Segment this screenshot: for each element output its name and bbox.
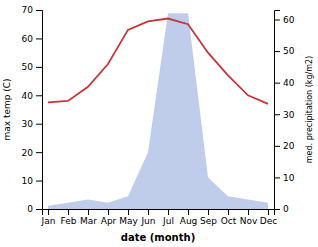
x-tick: Feb <box>61 209 77 226</box>
y2-tick-label: 50 <box>283 46 295 56</box>
x-tick: Apr <box>101 209 117 226</box>
y2-axis-title: med. precipitation (kg/m2) <box>305 56 314 163</box>
precip-area <box>48 13 268 209</box>
temp-line <box>48 19 268 104</box>
y2-tick-mark <box>274 177 280 178</box>
chart: 0 10 20 30 40 50 60 70 0 10 20 30 40 50 60 Jan FebMar Apr… <box>0 0 318 247</box>
y-tick-label: 0 <box>27 204 33 214</box>
y2-tick-label: 0 <box>283 204 289 214</box>
y2-tick: 20 <box>274 141 295 151</box>
y2-tick-mark <box>274 51 280 52</box>
x-tick-mark <box>48 209 49 215</box>
y-tick-mark <box>36 209 42 210</box>
x-tick-mark <box>248 209 249 215</box>
y-tick-mark <box>36 95 42 96</box>
y-tick: 50 <box>22 62 42 72</box>
y-line <box>36 11 43 210</box>
y2-tick: 10 <box>274 173 295 183</box>
y-tick-label: 60 <box>22 34 34 44</box>
plot: 0 10 20 30 40 50 60 70 0 10 20 30 40 50 60 Jan FebMar Apr… <box>22 5 295 226</box>
y2-tick-label: 10 <box>283 173 295 183</box>
y-tick-mark <box>36 10 42 11</box>
y-tick-mark <box>36 124 42 125</box>
y-tick: 10 <box>22 176 42 186</box>
y-tick-label: 30 <box>22 119 34 129</box>
y-tick-label: 20 <box>22 148 34 158</box>
y2-tick-label: 20 <box>283 141 295 151</box>
x-tick-mark <box>168 209 169 215</box>
x-tick: Mar <box>80 209 97 226</box>
x-axis-title: date (month) <box>121 232 195 243</box>
y-tick-mark <box>36 181 42 182</box>
x-tick: Aug <box>180 209 198 226</box>
x-tick-mark <box>128 209 129 215</box>
x-tick-mark <box>228 209 229 215</box>
x-tick: Jun <box>140 209 155 226</box>
y2-tick-mark <box>274 114 280 115</box>
y-axis: 0 10 20 30 40 50 60 70 <box>22 5 43 214</box>
y2-tick-mark <box>274 146 280 147</box>
y2-tick-label: 30 <box>283 110 295 120</box>
y-tick-mark <box>36 38 42 39</box>
y-axis-title: max temp (C) <box>2 78 12 140</box>
x-axis: Jan FebMar AprMayJun Jul AugSep OctNovDec <box>41 209 278 226</box>
x-tick-mark <box>188 209 189 215</box>
y-tick-mark <box>36 152 42 153</box>
x-tick-mark <box>88 209 89 215</box>
y2-tick: 30 <box>274 110 295 120</box>
y-tick-label: 40 <box>22 91 34 101</box>
x-tick-mark <box>148 209 149 215</box>
x-tick-label: Oct <box>221 216 237 226</box>
x-tick-mark <box>268 209 269 215</box>
y-tick: 60 <box>22 34 42 44</box>
y-tick: 20 <box>22 148 42 158</box>
y2-tick: 60 <box>274 15 295 25</box>
x-tick-label: Jan <box>41 216 56 226</box>
y-tick-label: 70 <box>22 5 34 15</box>
data <box>48 13 268 209</box>
x-tick-label: Sep <box>200 216 217 226</box>
x-tick-label: Nov <box>240 216 258 226</box>
x-tick: May <box>119 209 138 226</box>
y2-tick-mark <box>274 19 280 20</box>
x-tick: Nov <box>240 209 258 226</box>
x-tick-label: Apr <box>101 216 117 226</box>
y2-tick: 40 <box>274 78 295 88</box>
x-tick: Jan <box>41 209 56 226</box>
x-tick: Sep <box>200 209 217 226</box>
y2-tick-label: 40 <box>283 78 295 88</box>
y-tick: 30 <box>22 119 42 129</box>
x-tick-label: Jun <box>140 216 155 226</box>
y2-axis: 0 10 20 30 40 50 60 <box>274 11 295 215</box>
y-tick-label: 10 <box>22 176 34 186</box>
x-tick: Oct <box>221 209 237 226</box>
y2-tick-label: 60 <box>283 15 295 25</box>
x-tick: Dec <box>260 209 277 226</box>
y2-tick: 50 <box>274 46 295 56</box>
y2-tick: 0 <box>274 204 289 214</box>
x-tick-label: Dec <box>260 216 277 226</box>
x-tick-label: Feb <box>61 216 77 226</box>
y-tick: 0 <box>27 204 42 214</box>
x-tick-mark <box>68 209 69 215</box>
y-tick: 70 <box>22 5 42 15</box>
x-tick-mark <box>208 209 209 215</box>
y2-tick-mark <box>274 83 280 84</box>
x-line <box>43 210 275 216</box>
y-tick-mark <box>36 67 42 68</box>
y-tick-label: 50 <box>22 62 34 72</box>
x-tick-label: Jul <box>162 216 174 226</box>
x-tick-label: Mar <box>80 216 97 226</box>
x-tick-mark <box>108 209 109 215</box>
x-tick: Jul <box>162 209 174 226</box>
y-tick: 40 <box>22 91 42 101</box>
x-tick-label: Aug <box>180 216 198 226</box>
x-tick-label: May <box>119 216 138 226</box>
y2-line <box>275 11 281 210</box>
